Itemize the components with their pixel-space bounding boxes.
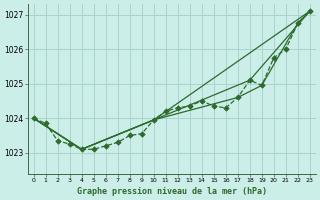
X-axis label: Graphe pression niveau de la mer (hPa): Graphe pression niveau de la mer (hPa): [77, 187, 267, 196]
